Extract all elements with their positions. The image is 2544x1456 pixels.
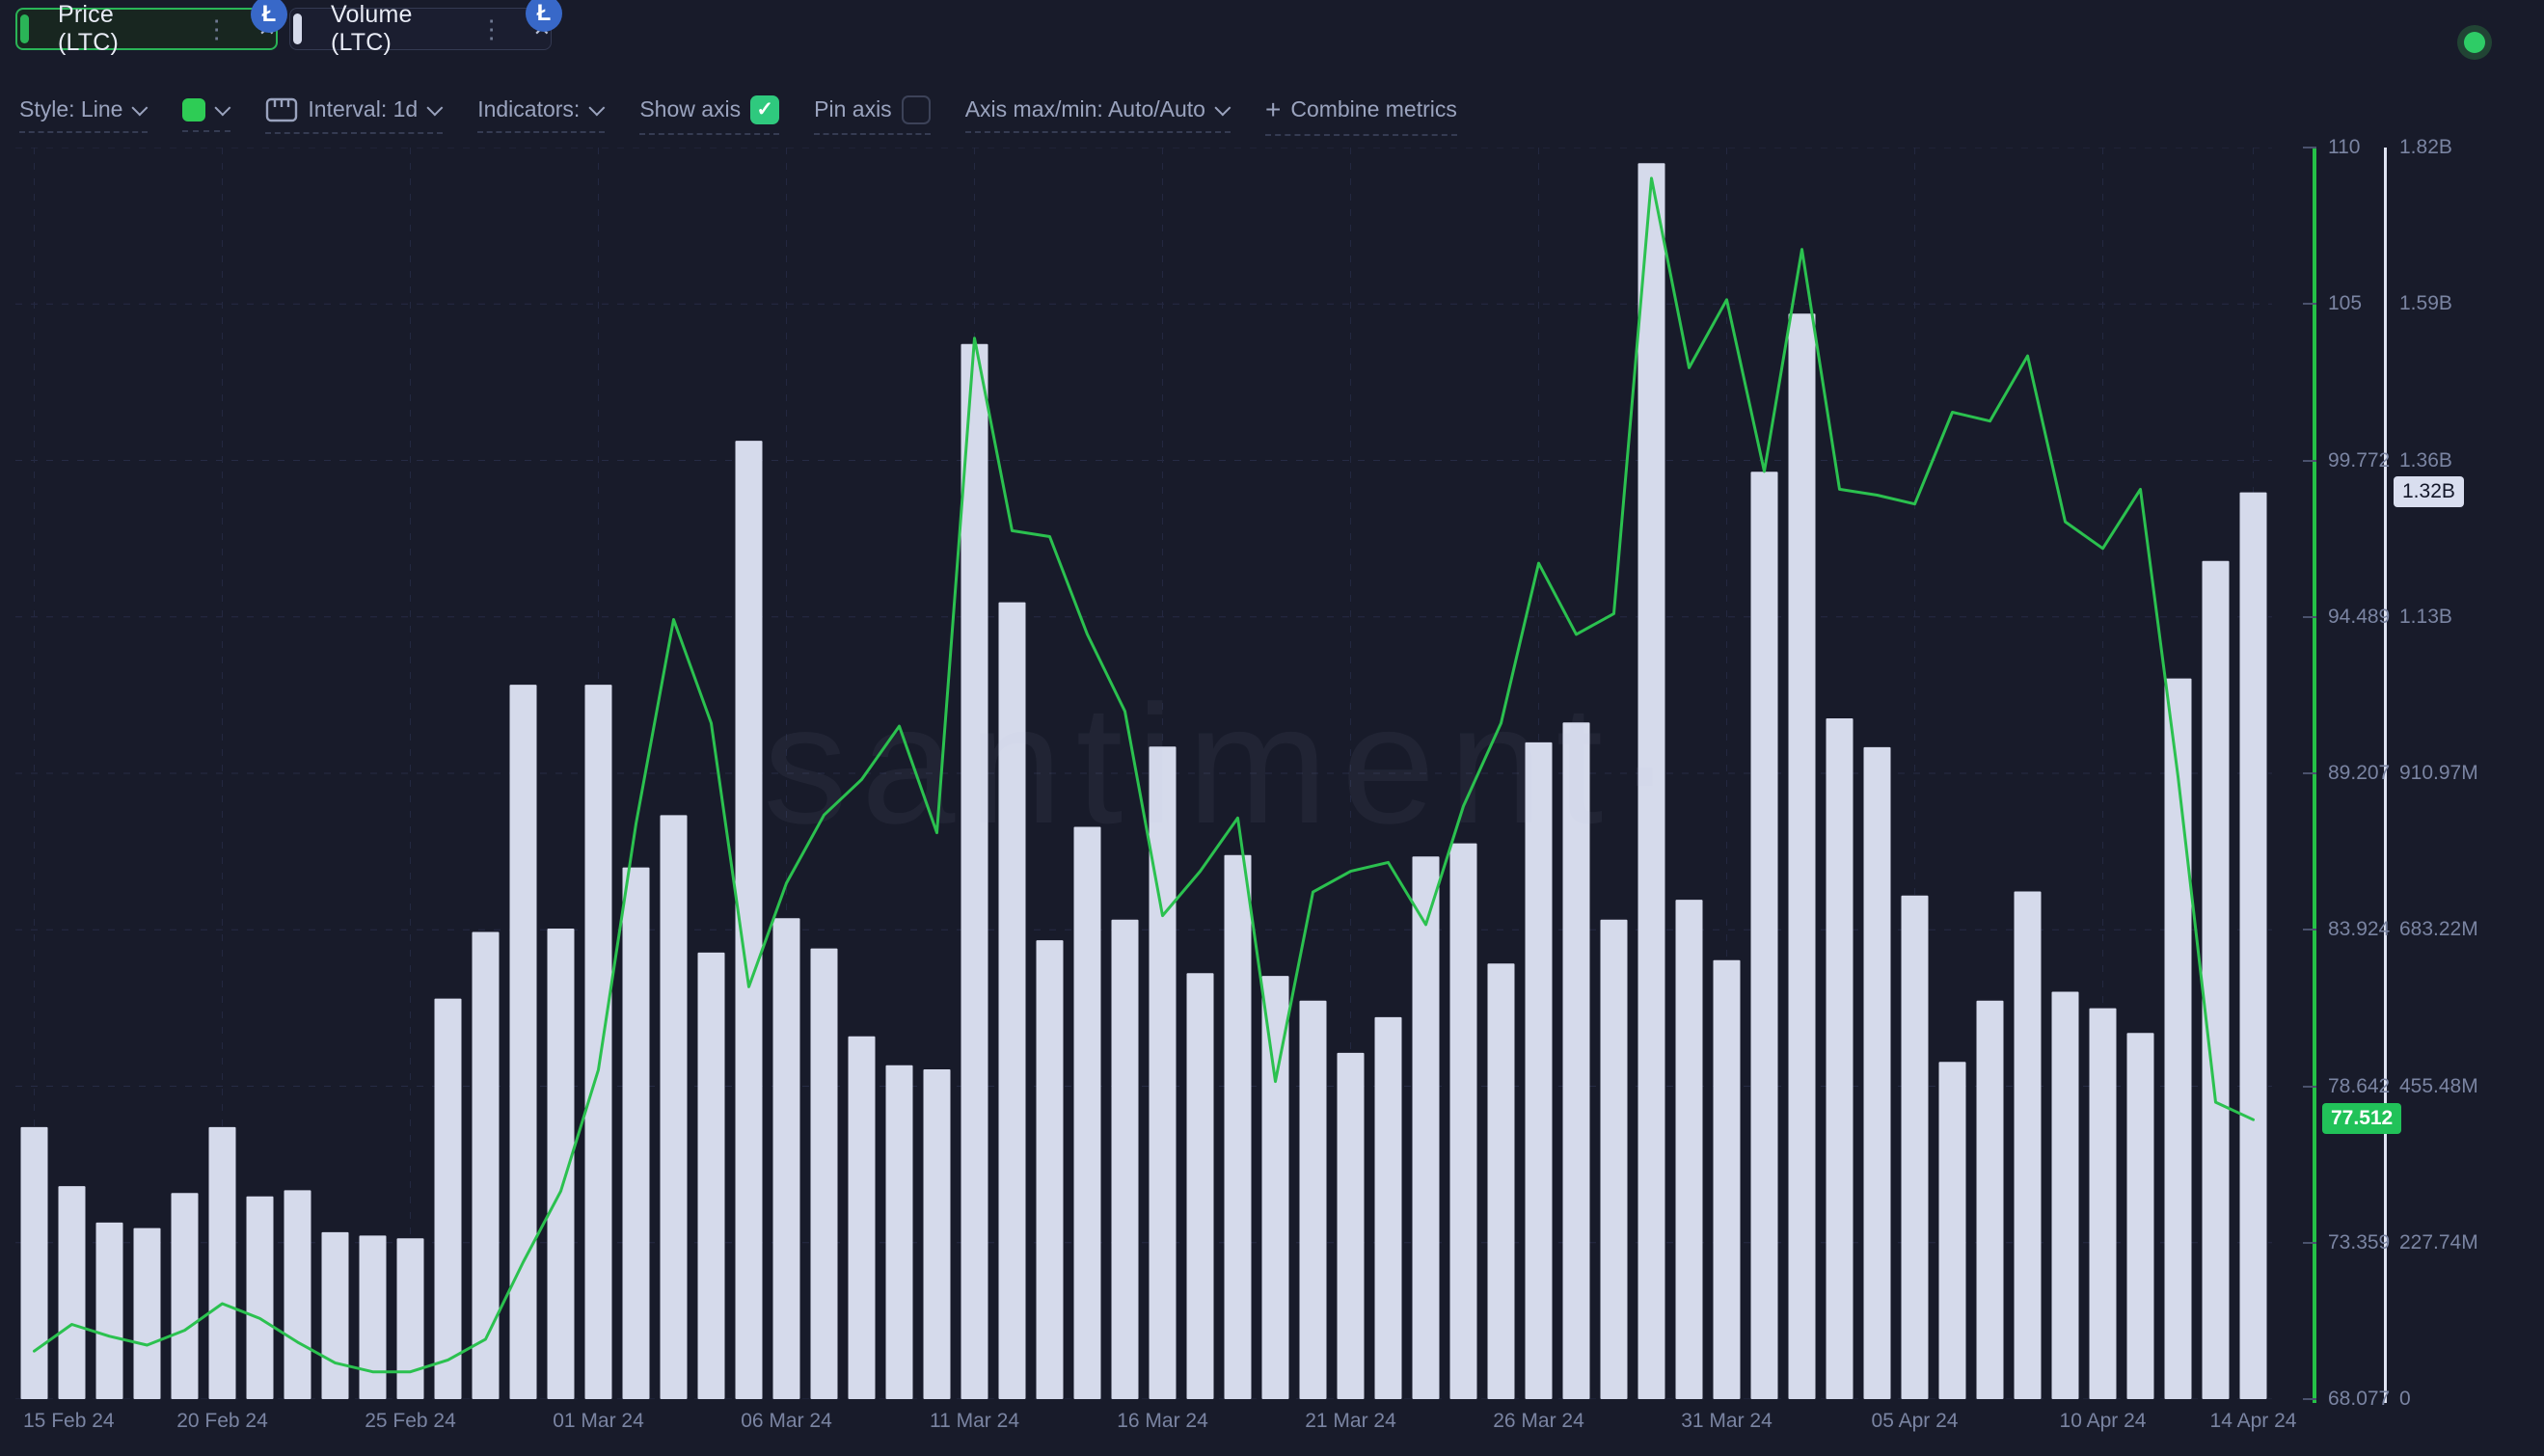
price-tick-label: 94.489: [2328, 605, 2391, 628]
tab-label: Price (LTC): [58, 1, 120, 56]
axis-maxmin-selector[interactable]: Axis max/min: Auto/Auto: [964, 96, 1231, 133]
chart-toolbar: Style: Line Interval: 1d Indicators: Sho…: [19, 93, 1457, 137]
kebab-menu-icon[interactable]: ⋮: [203, 14, 230, 43]
x-tick-label: 20 Feb 24: [176, 1410, 268, 1432]
price-axis-tick: [2303, 1085, 2316, 1088]
volume-tick-label: 455.48M: [2399, 1074, 2478, 1097]
litecoin-badge-icon: Ł: [251, 0, 287, 33]
litecoin-badge-icon: Ł: [526, 0, 562, 32]
x-tick-label: 21 Mar 24: [1305, 1410, 1396, 1432]
current-volume-badge: 1.32B: [2394, 475, 2464, 507]
axis-maxmin-label: Axis max/min: Auto/Auto: [964, 96, 1205, 121]
volume-tick-label: 1.36B: [2399, 448, 2452, 472]
price-tick-label: 83.924: [2328, 918, 2391, 941]
pin-axis-checkbox[interactable]: [901, 94, 931, 124]
price-axis-tick: [2303, 459, 2316, 462]
price-tick-label: 110: [2328, 136, 2361, 158]
price-axis-line: [2313, 148, 2316, 1403]
combine-metrics-button[interactable]: + Combine metrics: [1264, 94, 1457, 136]
ruler-icon: [266, 97, 298, 121]
volume-tick-label: 0: [2399, 1388, 2411, 1410]
indicators-selector[interactable]: Indicators:: [477, 96, 606, 133]
x-tick-label: 31 Mar 24: [1681, 1410, 1773, 1432]
kebab-menu-icon[interactable]: ⋮: [478, 14, 504, 43]
price-axis-tick: [2303, 303, 2316, 306]
volume-tick-label: 910.97M: [2399, 762, 2478, 784]
status-indicator-dot: [2457, 25, 2492, 60]
price-axis-tick: [2303, 772, 2316, 774]
tab-label: Volume (LTC): [331, 1, 413, 56]
price-axis-tick: [2303, 615, 2316, 618]
volume-axis-line: [2384, 148, 2387, 1403]
price-axis-tick: [2303, 147, 2316, 148]
show-axis-checkbox[interactable]: ✓: [750, 94, 780, 124]
price-tick-label: 105: [2328, 292, 2363, 315]
price-tick-label: 89.207: [2328, 762, 2391, 784]
volume-tick-label: 1.82B: [2399, 136, 2452, 158]
x-tick-label: 25 Feb 24: [365, 1410, 456, 1432]
volume-tick-label: 1.13B: [2399, 605, 2452, 628]
chevron-down-icon: [426, 98, 444, 116]
svg-text:santiment·: santiment·: [764, 671, 1687, 859]
price-tick-label: 99.772: [2328, 448, 2391, 472]
x-tick-label: 06 Mar 24: [741, 1410, 832, 1432]
show-axis-label: Show axis: [639, 96, 742, 121]
x-tick-label: 05 Apr 24: [1871, 1410, 1959, 1432]
interval-label: Interval: 1d: [308, 96, 419, 121]
combine-metrics-label: Combine metrics: [1290, 96, 1457, 121]
color-swatch: [182, 97, 206, 121]
indicators-label: Indicators:: [477, 96, 581, 121]
x-tick-label: 01 Mar 24: [553, 1410, 644, 1432]
show-axis-toggle[interactable]: Show axis ✓: [639, 94, 780, 135]
price-tick-label: 68.077: [2328, 1388, 2391, 1410]
color-selector[interactable]: [182, 97, 231, 132]
price-axis-tick: [2303, 1398, 2316, 1400]
plus-icon: +: [1264, 94, 1282, 124]
x-tick-label: 11 Mar 24: [930, 1410, 1019, 1432]
interval-selector[interactable]: Interval: 1d: [265, 96, 444, 134]
volume-tick-label: 683.22M: [2399, 918, 2478, 941]
volume-tick-label: 1.59B: [2399, 292, 2452, 315]
tab-price-ltc[interactable]: Price (LTC) ⋮ ✕ Ł: [15, 0, 287, 56]
volume-tick-label: 227.74M: [2399, 1230, 2478, 1254]
x-tick-label: 16 Mar 24: [1117, 1410, 1208, 1432]
tab-accent-bar: [20, 14, 29, 43]
chevron-down-icon: [214, 98, 231, 116]
price-axis-tick: [2303, 929, 2316, 931]
current-price-badge: 77.512: [2322, 1103, 2402, 1135]
tab-accent-bar: [293, 13, 302, 44]
chevron-down-icon: [1214, 98, 1231, 116]
price-axis-tick: [2303, 1241, 2316, 1244]
price-tick-label: 73.359: [2328, 1230, 2391, 1254]
chevron-down-icon: [131, 98, 149, 116]
pin-axis-toggle[interactable]: Pin axis: [814, 94, 931, 135]
style-selector[interactable]: Style: Line: [19, 96, 149, 133]
style-label: Style: Line: [19, 96, 123, 121]
x-tick-label: 15 Feb 24: [23, 1410, 115, 1432]
pin-axis-label: Pin axis: [814, 96, 892, 121]
x-tick-label: 10 Apr 24: [2059, 1410, 2147, 1432]
price-tick-label: 78.642: [2328, 1074, 2391, 1097]
x-tick-label: 26 Mar 24: [1493, 1410, 1584, 1432]
chevron-down-icon: [588, 98, 606, 116]
tab-volume-ltc[interactable]: Volume (LTC) ⋮ ✕ Ł: [289, 0, 562, 56]
x-tick-label: 14 Apr 24: [2209, 1410, 2297, 1432]
price-volume-chart[interactable]: santiment·: [15, 148, 2272, 1399]
